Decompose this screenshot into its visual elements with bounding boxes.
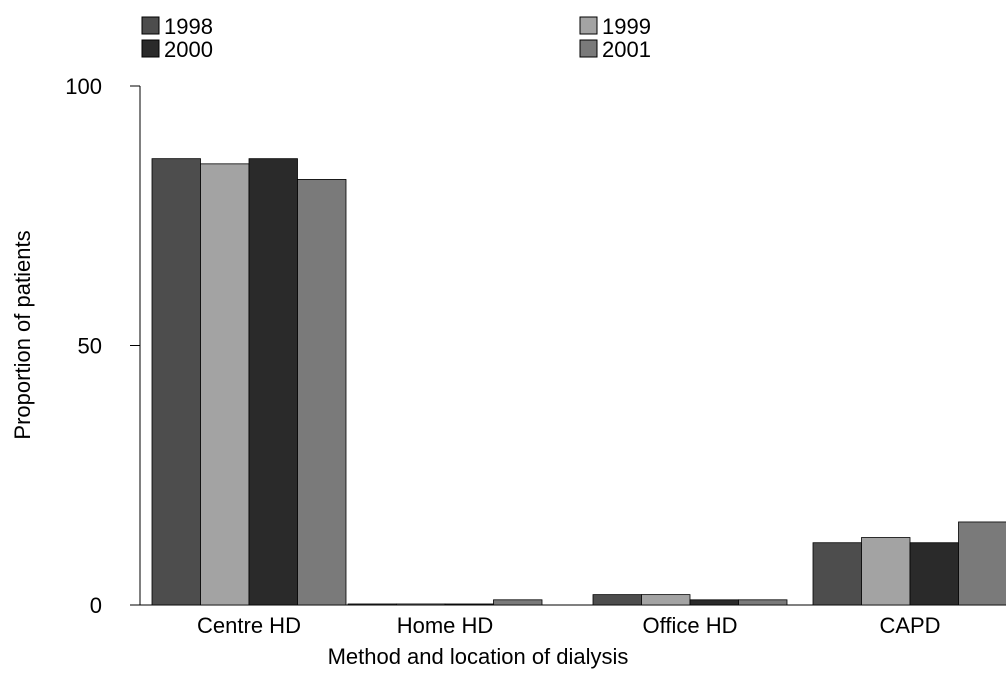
y-tick-label: 50	[78, 334, 102, 359]
x-axis-title: Method and location of dialysis	[328, 644, 629, 669]
y-axis-title: Proportion of patients	[10, 230, 35, 439]
legend: 1998 1999 2000 2001	[141, 14, 651, 62]
bar-home-hd-1999	[396, 603, 446, 606]
x-category-label: Home HD	[397, 613, 494, 638]
legend-label-2000: 2000	[164, 37, 213, 62]
bar-centre-hd-1999	[200, 163, 250, 606]
x-axis: Centre HD Home HD Office HD CAPD	[140, 604, 1006, 638]
y-axis: 0 50 100	[65, 74, 141, 618]
bar-home-hd-2000	[444, 603, 494, 606]
legend-label-1998: 1998	[164, 14, 213, 39]
y-tick-label: 100	[65, 74, 102, 99]
legend-swatch-1998	[141, 16, 160, 35]
legend-label-1999: 1999	[602, 14, 651, 39]
x-category-label: CAPD	[879, 613, 940, 638]
legend-swatch-2000	[141, 39, 160, 58]
bar-home-hd-1998	[347, 603, 397, 606]
bar-office-hd-2000	[689, 599, 739, 606]
x-category-label: Office HD	[643, 613, 738, 638]
bar-capd-2000	[909, 542, 959, 606]
legend-label-2001: 2001	[602, 37, 651, 62]
bar-centre-hd-2001	[297, 179, 347, 606]
bar-centre-hd-2000	[248, 158, 298, 606]
bars	[151, 158, 1006, 606]
legend-swatch-1999	[579, 16, 598, 35]
bar-office-hd-1998	[592, 594, 642, 606]
x-category-label: Centre HD	[197, 613, 301, 638]
bar-capd-1998	[812, 542, 862, 606]
bar-office-hd-1999	[641, 594, 691, 606]
legend-swatch-2001	[579, 39, 598, 58]
bar-centre-hd-1998	[151, 158, 201, 606]
bar-capd-1999	[861, 537, 911, 606]
bar-capd-2001	[958, 521, 1006, 606]
y-tick-label: 0	[90, 593, 102, 618]
bar-home-hd-2001	[493, 599, 543, 606]
bar-office-hd-2001	[738, 599, 788, 606]
